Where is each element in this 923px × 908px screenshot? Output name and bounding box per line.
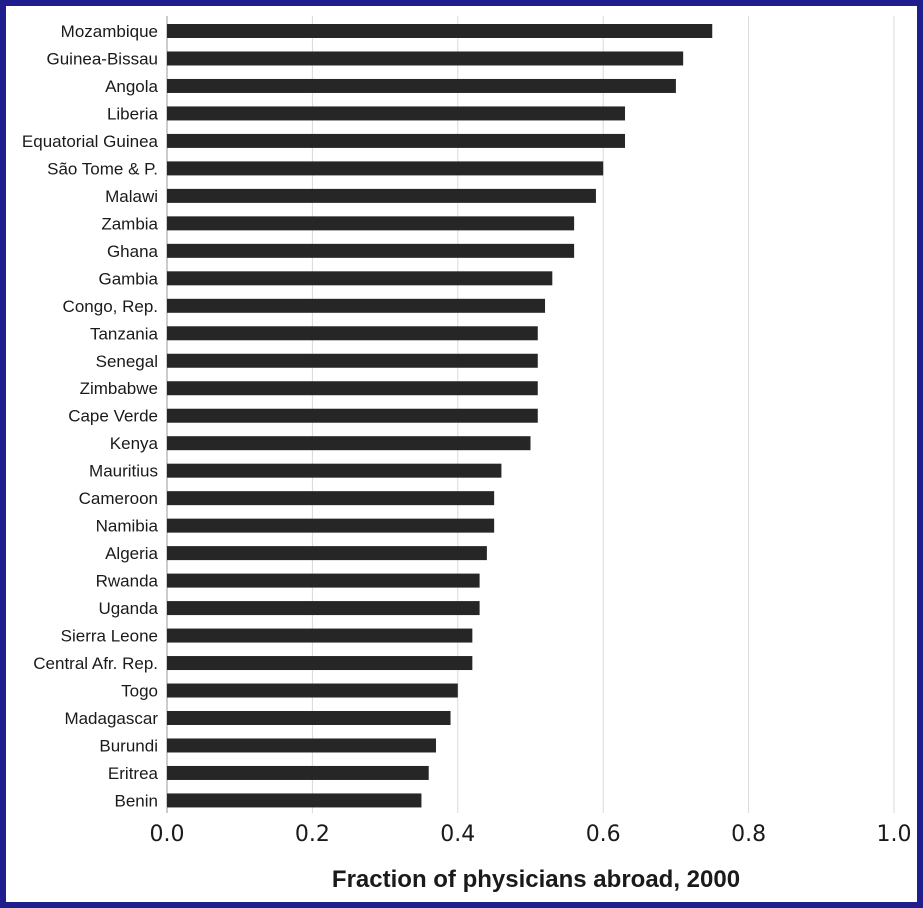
category-label: Cape Verde — [68, 407, 158, 426]
bar — [167, 436, 531, 451]
bar — [167, 133, 626, 148]
chart-frame: Mozambique Guinea-Bissau Angola Liberia Equa… — [6, 6, 917, 902]
category-label: Burundi — [99, 736, 158, 755]
bar — [167, 463, 502, 478]
category-label: Zimbabwe — [80, 379, 158, 398]
bar — [167, 738, 436, 753]
category-label: Congo, Rep. — [63, 297, 158, 316]
x-tick-label: 0.2 — [295, 822, 330, 847]
category-label: Gambia — [98, 269, 158, 288]
bar — [167, 656, 473, 671]
category-label: Equatorial Guinea — [22, 132, 159, 151]
bar — [167, 628, 473, 643]
bar — [167, 326, 538, 341]
category-label: Mauritius — [89, 462, 158, 481]
bar — [167, 216, 575, 231]
bar — [167, 765, 429, 780]
x-axis-title: Fraction of physicians abroad, 2000 — [331, 866, 741, 893]
bar — [167, 546, 487, 561]
x-tick-label: 0.8 — [731, 822, 766, 847]
category-label: Guinea-Bissau — [46, 49, 158, 68]
bar — [167, 353, 538, 368]
bar — [167, 161, 604, 176]
bar — [167, 24, 713, 38]
bar — [167, 518, 495, 533]
bar — [167, 243, 575, 258]
category-label: Rwanda — [96, 572, 159, 591]
category-label: Liberia — [107, 104, 159, 123]
x-tick-label: 1.0 — [877, 822, 912, 847]
bar — [167, 793, 422, 808]
category-label: Ghana — [107, 242, 159, 261]
bar — [167, 78, 676, 93]
category-label: Angola — [105, 77, 158, 96]
x-tick-label: 0.6 — [586, 822, 621, 847]
bar — [167, 381, 538, 396]
bar — [167, 51, 684, 66]
bar — [167, 601, 480, 616]
category-label: Mozambique — [61, 22, 158, 41]
bar — [167, 683, 458, 698]
category-label: Togo — [121, 682, 158, 701]
category-label: Madagascar — [64, 709, 158, 728]
category-label: Cameroon — [79, 489, 158, 508]
bar — [167, 711, 451, 725]
category-label: Algeria — [105, 544, 158, 563]
category-label: Zambia — [101, 214, 158, 233]
bar — [167, 298, 546, 313]
bar — [167, 573, 480, 588]
category-label: Tanzania — [90, 324, 159, 343]
bar-chart: Mozambique Guinea-Bissau Angola Liberia Equa… — [22, 16, 912, 847]
category-label: Sierra Leone — [61, 627, 158, 646]
category-label: Central Afr. Rep. — [33, 654, 158, 673]
bar — [167, 106, 626, 121]
category-label: Namibia — [96, 517, 159, 536]
bars — [167, 24, 713, 808]
category-label: Eritrea — [108, 764, 159, 783]
x-tick-labels: 0.0 0.2 0.4 0.6 0.8 1.0 — [150, 822, 912, 847]
bar — [167, 408, 538, 423]
category-label: Senegal — [96, 352, 158, 371]
category-label: Uganda — [98, 599, 158, 618]
x-tick-label: 0.4 — [440, 822, 475, 847]
category-label: Benin — [115, 791, 158, 810]
category-label: Malawi — [105, 187, 158, 206]
category-label: São Tome & P. — [47, 159, 158, 178]
bar — [167, 491, 495, 506]
x-tick-label: 0.0 — [150, 822, 185, 847]
category-labels: Mozambique Guinea-Bissau Angola Liberia Equa… — [22, 22, 159, 810]
category-label: Kenya — [110, 434, 159, 453]
bar — [167, 188, 596, 203]
bar — [167, 271, 553, 286]
